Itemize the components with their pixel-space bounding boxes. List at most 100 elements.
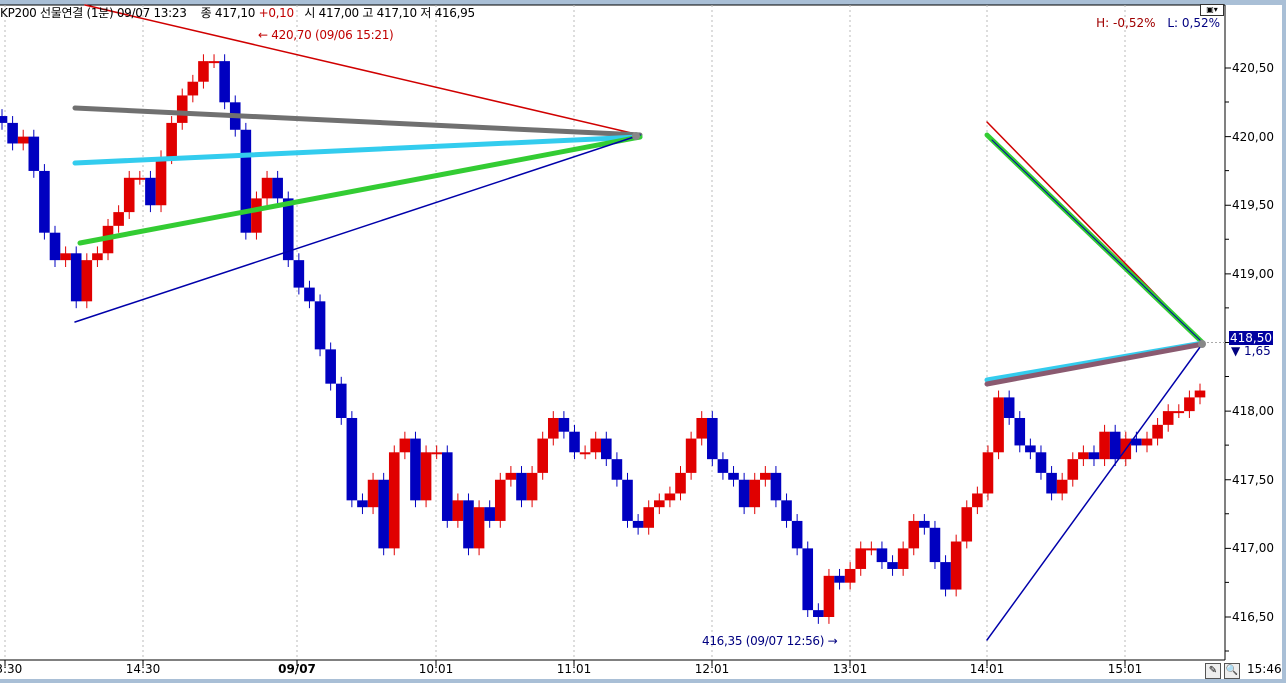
right-border bbox=[1282, 0, 1286, 683]
candle bbox=[696, 417, 708, 439]
candle bbox=[1099, 431, 1110, 460]
x-tick-label: 13:30 bbox=[0, 662, 23, 676]
x-tick-label: 14:01 bbox=[969, 662, 1005, 676]
candle bbox=[664, 493, 676, 501]
low-label: 저 bbox=[420, 6, 432, 20]
candle bbox=[155, 157, 167, 206]
current-price-badge: 418,50 bbox=[1229, 331, 1273, 345]
candle bbox=[537, 438, 548, 473]
candle bbox=[1109, 431, 1121, 460]
candle bbox=[49, 232, 61, 261]
open-value: 417,00 bbox=[318, 6, 360, 20]
candle bbox=[335, 383, 347, 418]
candle bbox=[1088, 452, 1100, 460]
y-tick-label: 417,50 bbox=[1232, 472, 1274, 487]
candle bbox=[760, 472, 771, 480]
candle bbox=[1194, 390, 1206, 398]
candle bbox=[452, 500, 464, 521]
candle bbox=[304, 287, 315, 302]
candle bbox=[897, 548, 909, 569]
candle bbox=[441, 452, 453, 521]
candle bbox=[505, 472, 517, 480]
max-annotation: ← 420,70 (09/06 15:21) bbox=[258, 28, 394, 42]
candle bbox=[569, 431, 580, 453]
candle bbox=[1067, 459, 1079, 480]
candle bbox=[293, 260, 305, 288]
symbol-label: KP200 선물연결 (1분) 09/07 13:23 bbox=[0, 6, 187, 20]
candle bbox=[134, 177, 146, 180]
candle bbox=[1078, 452, 1089, 460]
candle bbox=[802, 548, 814, 611]
blue-trendline bbox=[986, 342, 1204, 641]
candle bbox=[388, 452, 400, 549]
low-pct: L: 0,52% bbox=[1167, 16, 1220, 30]
candle bbox=[494, 479, 506, 521]
low-value: 416,95 bbox=[434, 6, 476, 20]
candle bbox=[950, 541, 962, 590]
candle bbox=[590, 438, 601, 453]
candle bbox=[399, 438, 411, 453]
candle bbox=[919, 520, 930, 528]
candle bbox=[855, 548, 867, 569]
candle bbox=[261, 177, 273, 199]
pencil-icon[interactable]: ✎ bbox=[1205, 663, 1221, 679]
open-label: 시 bbox=[304, 6, 316, 20]
candle bbox=[176, 95, 188, 123]
candle bbox=[547, 417, 559, 439]
magnifier-icon[interactable]: 🔍 bbox=[1224, 663, 1240, 679]
candle bbox=[251, 198, 262, 233]
candle bbox=[558, 417, 570, 432]
candle bbox=[473, 507, 485, 549]
candle bbox=[208, 61, 220, 64]
candle bbox=[463, 500, 474, 549]
candle bbox=[60, 253, 71, 261]
candle bbox=[940, 562, 951, 590]
y-tick-label: 420,50 bbox=[1232, 61, 1274, 75]
candle bbox=[993, 397, 1004, 453]
candle bbox=[823, 575, 835, 617]
candle bbox=[929, 527, 941, 563]
candle bbox=[1003, 397, 1015, 418]
x-tick-label: 09/07 bbox=[278, 662, 316, 676]
candle bbox=[113, 212, 124, 226]
candle bbox=[516, 472, 527, 501]
candle bbox=[1046, 472, 1057, 494]
candle bbox=[526, 472, 538, 501]
title-strip bbox=[0, 0, 1286, 5]
green-trendline bbox=[77, 134, 643, 246]
candle bbox=[813, 610, 824, 617]
candle bbox=[272, 177, 283, 199]
candle bbox=[887, 562, 898, 569]
candle bbox=[770, 472, 782, 501]
candle bbox=[1152, 424, 1163, 439]
candle bbox=[123, 177, 135, 213]
candle bbox=[219, 61, 230, 103]
close-value: 417,10 bbox=[214, 6, 256, 20]
candle bbox=[643, 507, 655, 528]
candle bbox=[1141, 438, 1153, 446]
range-info: H: -0,52% L: 0,52% bbox=[1096, 16, 1220, 30]
high-pct: H: -0,52% bbox=[1096, 16, 1156, 30]
candle bbox=[145, 177, 156, 206]
x-tick-label: 15:01 bbox=[1107, 662, 1143, 676]
x-tick-label: 14:30 bbox=[125, 662, 161, 676]
restore-icon[interactable]: ▣▾ bbox=[1200, 4, 1224, 16]
candle bbox=[431, 452, 442, 455]
candle bbox=[7, 122, 18, 144]
candle bbox=[410, 438, 421, 501]
candle bbox=[781, 500, 792, 521]
convergence-point bbox=[632, 132, 640, 140]
candle bbox=[834, 575, 845, 583]
candle bbox=[717, 459, 729, 473]
candle bbox=[908, 520, 920, 549]
chart-header: KP200 선물연결 (1분) 09/07 13:23 종 417,10 +0,… bbox=[0, 4, 475, 21]
candle bbox=[601, 438, 612, 460]
y-tick-label: 419,00 bbox=[1232, 266, 1274, 281]
red-trendline bbox=[84, 4, 641, 136]
high-label: 고 bbox=[362, 6, 374, 20]
y-tick-label: 418,00 bbox=[1232, 404, 1274, 419]
candle bbox=[81, 260, 93, 302]
x-tick-label: 10:01 bbox=[418, 662, 454, 676]
cyan-trendline bbox=[72, 134, 643, 166]
